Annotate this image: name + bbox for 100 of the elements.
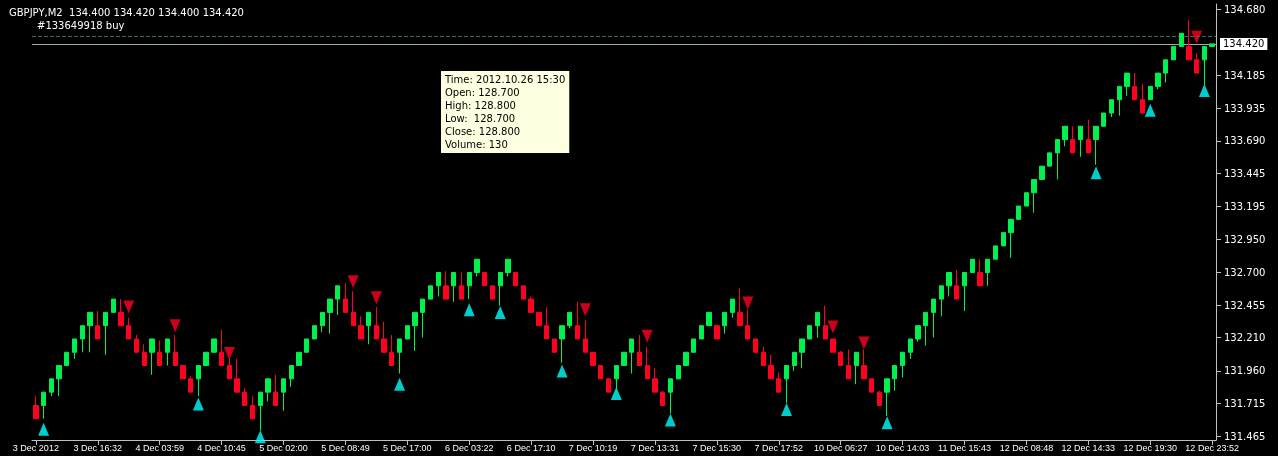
y-tick-label: 133.935 — [1224, 102, 1266, 114]
candlestick — [405, 325, 410, 340]
candlestick — [1093, 125, 1099, 166]
point — [881, 416, 893, 430]
candlestick — [513, 272, 518, 287]
candlestick — [761, 346, 766, 367]
candlestick — [652, 367, 658, 393]
candlestick — [900, 351, 905, 379]
candlestick — [706, 311, 712, 327]
point — [254, 430, 266, 444]
candlestick — [320, 311, 325, 333]
candlestick — [792, 351, 797, 372]
candlestick — [157, 339, 162, 367]
chart-title: GBPJPY,M2 134.400 134.420 134.400 134.420 — [9, 6, 244, 18]
y-tick-label: 131.715 — [1224, 397, 1266, 409]
x-tick-label: 5 Dec 08:49 — [321, 442, 370, 453]
candlestick — [830, 338, 836, 353]
point — [641, 329, 653, 343]
candlestick — [699, 325, 704, 340]
candlestick — [691, 338, 696, 353]
point — [781, 402, 793, 416]
y-tick-label: 134.185 — [1224, 69, 1266, 81]
candlestick — [1124, 72, 1130, 97]
candlestick — [1186, 19, 1192, 61]
y-tick-label: 133.690 — [1224, 135, 1266, 147]
x-tick-label: 5 Dec 17:00 — [383, 442, 432, 453]
candlestick — [668, 378, 673, 414]
candlestick — [149, 338, 155, 376]
candlestick — [381, 321, 387, 353]
candlestick — [892, 365, 897, 392]
candlestick — [931, 298, 936, 339]
x-tick-label: 12 Dec 14:33 — [1061, 442, 1116, 453]
candlestick — [258, 391, 263, 432]
x-tick-label: 5 Dec 02:00 — [259, 442, 308, 453]
candlestick — [544, 306, 549, 340]
candlestick — [95, 310, 100, 340]
candlestick — [823, 305, 828, 340]
candlestick — [1117, 85, 1122, 117]
candlestick — [389, 334, 394, 367]
point — [610, 386, 622, 400]
candlestick — [939, 285, 944, 317]
x-tick-label: 7 Dec 17:52 — [754, 442, 804, 453]
annotation: Open: 128.700 — [445, 87, 520, 98]
candlestick — [552, 338, 557, 353]
candlestick — [884, 378, 890, 417]
y-tick-label: 133.445 — [1224, 167, 1266, 179]
candlestick — [173, 334, 178, 367]
x-tick-label: 12 Dec 23:52 — [1185, 442, 1239, 453]
candlestick — [993, 245, 998, 260]
candlestick — [908, 338, 913, 360]
candlestick — [33, 395, 39, 420]
candlestick — [923, 311, 928, 347]
candlestick — [111, 298, 116, 313]
annotation: Close: 128.800 — [445, 126, 521, 137]
candlestick — [1031, 178, 1037, 214]
point — [664, 413, 676, 427]
candlestick — [1132, 72, 1137, 101]
candlestick — [1155, 72, 1161, 90]
ref-line-label: #133649918 buy — [37, 20, 125, 32]
point — [463, 303, 475, 317]
candlestick — [366, 311, 371, 345]
candlestick — [428, 285, 433, 300]
candlestick — [660, 390, 665, 406]
y-tick-label: 134.680 — [1224, 3, 1266, 15]
candlestick — [474, 258, 480, 277]
point — [1198, 83, 1210, 97]
x-tick-label: 12 Dec 08:48 — [999, 442, 1054, 453]
candlestick — [915, 325, 921, 343]
candlestick — [358, 315, 364, 340]
candlestick — [327, 298, 333, 335]
candlestick — [590, 351, 596, 367]
candlestick — [1062, 125, 1068, 147]
candlestick — [374, 306, 379, 340]
y-tick-label: 132.210 — [1224, 332, 1266, 344]
candlestick — [1109, 99, 1114, 118]
candlestick — [621, 351, 627, 367]
point — [223, 347, 235, 361]
candlestick — [234, 358, 240, 393]
point — [394, 377, 406, 391]
point — [38, 422, 50, 436]
candlestick — [714, 325, 720, 340]
candlestick — [203, 351, 209, 367]
candlestick — [142, 343, 147, 367]
candlestick — [528, 295, 534, 313]
annotation: Low: 128.700 — [445, 113, 516, 124]
candlestick — [799, 338, 805, 369]
candlestick — [72, 338, 77, 360]
candlestick — [118, 298, 124, 327]
point — [1191, 30, 1203, 44]
candlestick — [838, 350, 843, 367]
candlestick — [753, 338, 758, 353]
candlestick — [1202, 46, 1207, 86]
candlestick — [1209, 43, 1215, 48]
x-tick-label: 7 Dec 10:19 — [568, 442, 618, 453]
candlestick — [768, 354, 774, 380]
candlestick — [559, 325, 565, 364]
candlestick — [645, 346, 650, 380]
candlestick — [606, 378, 611, 393]
candlestick — [722, 311, 727, 335]
y-tick-label: 131.960 — [1224, 365, 1266, 377]
